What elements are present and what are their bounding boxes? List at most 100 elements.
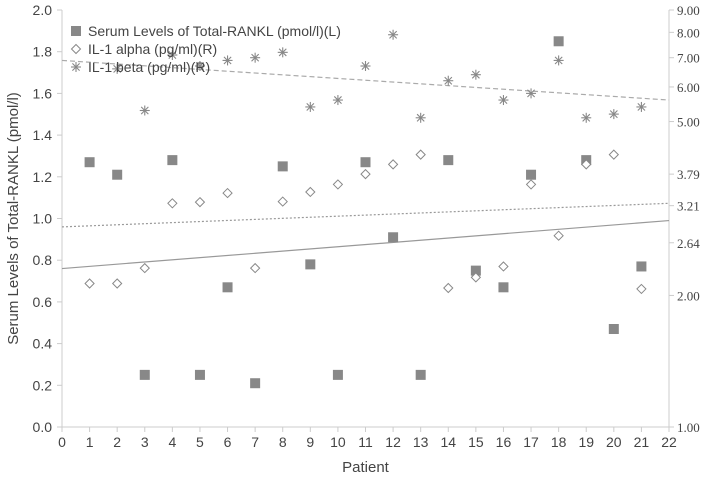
- square-point: [443, 155, 454, 166]
- right-tick-label: 2.64: [677, 236, 700, 251]
- diamond-point: [636, 283, 647, 295]
- x-tick-label: 20: [606, 434, 622, 450]
- asterisk-point: [526, 88, 537, 99]
- asterisk-point: [112, 63, 123, 74]
- diamond-point: [332, 179, 344, 190]
- asterisk-point: [305, 101, 316, 112]
- x-tick-label: 9: [306, 434, 314, 450]
- diamond-point: [415, 149, 426, 160]
- square-point: [250, 378, 261, 389]
- asterisk-point: [388, 29, 399, 40]
- square-point: [388, 232, 399, 243]
- diamond-point: [84, 278, 95, 289]
- legend-asterisk-marker: [71, 62, 81, 72]
- x-tick-label: 16: [496, 434, 512, 450]
- diamond-point: [608, 149, 620, 160]
- asterisk-point: [498, 95, 509, 106]
- x-tick-label: 15: [468, 434, 484, 450]
- diamond-point: [305, 186, 316, 198]
- right-tick-label: 3.21: [677, 199, 700, 214]
- x-tick-label: 7: [251, 434, 259, 450]
- asterisk-point: [415, 112, 426, 123]
- trendline-dashed: [61, 59, 670, 101]
- asterisk-point: [636, 101, 647, 112]
- square-point: [167, 155, 178, 166]
- square-point: [470, 265, 481, 276]
- asterisk-point: [332, 95, 343, 106]
- left-tick-label: 0.0: [33, 419, 53, 435]
- asterisk-point: [608, 109, 619, 120]
- square-point: [84, 157, 95, 168]
- square-point: [332, 369, 343, 380]
- x-axis-label: Patient: [342, 459, 390, 476]
- diamond-point: [387, 159, 399, 170]
- asterisk-point: [553, 55, 564, 66]
- axes: [57, 9, 674, 432]
- diamond-point: [167, 198, 178, 209]
- right-tick-label: 9.00: [677, 3, 700, 18]
- square-point: [415, 369, 426, 380]
- left-tick-label: 1.6: [33, 85, 53, 101]
- legend-entry-label: IL-1 beta (pg/ml)(R): [88, 59, 210, 75]
- diamond-point: [277, 196, 288, 207]
- diamond-point: [525, 179, 537, 190]
- right-tick-label: 5.00: [677, 115, 700, 130]
- diamond-point: [222, 187, 233, 199]
- x-tick-label: 5: [196, 434, 204, 450]
- asterisk-point: [443, 75, 454, 86]
- left-tick-label: 0.4: [33, 336, 53, 352]
- left-tick-label: 1.4: [33, 127, 53, 143]
- data-points: [84, 29, 647, 389]
- asterisk-point: [250, 52, 261, 63]
- right-tick-label: 1.00: [677, 420, 700, 435]
- asterisk-point: [167, 50, 178, 61]
- square-point: [194, 369, 205, 380]
- legend: Serum Levels of Total-RANKL (pmol/l)(L) I…: [70, 23, 341, 75]
- diamond-point: [249, 262, 261, 274]
- square-point: [608, 324, 619, 335]
- square-point: [305, 259, 316, 270]
- x-tick-label: 11: [358, 434, 373, 450]
- square-point: [636, 261, 647, 272]
- asterisk-point: [470, 69, 481, 80]
- trendline-solid: [61, 219, 670, 270]
- left-tick-label: 1.8: [33, 44, 53, 60]
- x-tick-label: 4: [168, 434, 176, 450]
- left-tick-label: 1.0: [33, 211, 53, 227]
- diamond-point: [194, 196, 206, 208]
- right-tick-label: 7.00: [677, 51, 700, 66]
- square-point: [222, 282, 233, 293]
- asterisk-point: [360, 61, 371, 72]
- left-tick-label: 2.0: [33, 2, 53, 18]
- trendline-dotted: [61, 202, 670, 228]
- x-tick-label: 8: [279, 434, 287, 450]
- square-point: [139, 369, 150, 380]
- square-point: [498, 282, 509, 293]
- x-tick-label: 13: [413, 434, 429, 450]
- right-tick-label: 2.00: [677, 288, 700, 303]
- x-tick-label: 1: [86, 434, 94, 450]
- diamond-point: [470, 272, 482, 283]
- right-tick-label: 6.00: [677, 80, 700, 95]
- diamond-point: [581, 159, 592, 170]
- asterisk-point: [222, 55, 233, 66]
- diamond-point: [553, 230, 564, 241]
- x-tick-label: 6: [224, 434, 232, 450]
- x-tick-label: 2: [113, 434, 121, 450]
- diamond-point: [360, 168, 371, 180]
- x-tick-label: 18: [551, 434, 567, 450]
- left-tick-label: 0.6: [33, 294, 53, 310]
- left-tick-label: 1.2: [33, 169, 53, 185]
- square-point: [277, 161, 288, 172]
- x-tick-label: 3: [141, 434, 149, 450]
- x-tick-label: 10: [330, 434, 346, 450]
- legend-entry-label: Serum Levels of Total-RANKL (pmol/l)(L): [88, 23, 341, 39]
- trendlines: [61, 59, 670, 270]
- legend-square-marker: [71, 26, 81, 36]
- x-tick-label: 17: [523, 434, 539, 450]
- diamond-point: [443, 282, 454, 294]
- diamond-point: [111, 278, 123, 289]
- x-tick-label: 22: [661, 434, 677, 450]
- diamond-point: [139, 262, 150, 274]
- tick-labels: 0 1 2 3 4 5 6 7 8 9 10 11 12 13 14 15 16 17 18 19 20 21 220.00…: [33, 2, 701, 450]
